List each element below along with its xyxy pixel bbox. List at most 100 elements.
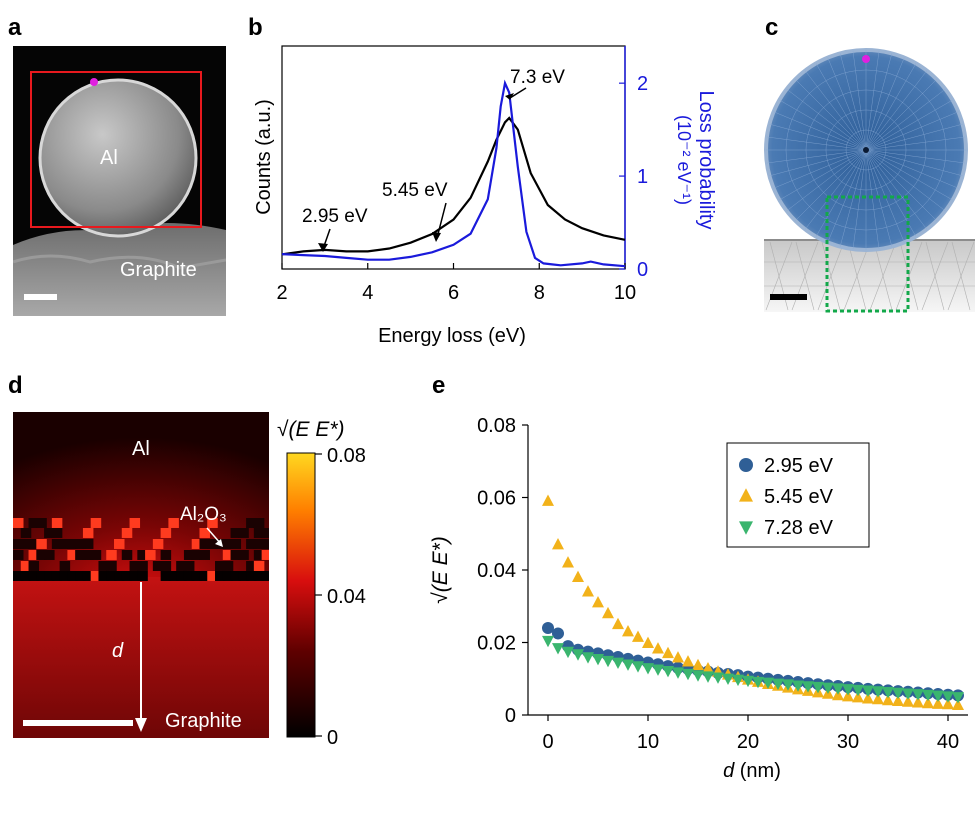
sphere-mesh-ray [766, 149, 867, 165]
y-tick-label-e: 0.04 [477, 560, 516, 582]
data-point-triangle-down [742, 675, 754, 688]
legend-items-e: 2.95 eV 5.45 eV 7.28 eV [739, 455, 834, 539]
sphere-mesh-ray [865, 54, 922, 151]
data-point-triangle-up [542, 494, 554, 506]
oxide-pixel-bright [199, 528, 210, 538]
data-point-triangle-up [872, 692, 884, 705]
oxide-pixel-bright [253, 561, 265, 571]
oxide-pixel-dark [36, 518, 47, 528]
data-point-triangle-up [562, 556, 574, 568]
oxide-pixel-dark [75, 550, 86, 560]
graphite-mesh-edge [947, 241, 975, 311]
data-point-triangle-down [862, 685, 874, 697]
colorbar-tick-label-bottom: 0 [327, 727, 338, 749]
oxide-pixel-dark [253, 518, 265, 528]
oxide-pixel-dark [253, 550, 265, 560]
oxide-pixel-bright [168, 518, 179, 528]
data-point-triangle-down [602, 655, 614, 668]
sphere-mesh-ray [865, 50, 881, 151]
peak-label-73: 7.3 eV [510, 67, 565, 88]
oxide-pixel-dark [261, 528, 269, 538]
data-point-triangle-down [872, 686, 884, 698]
sphere-mesh-ray [865, 82, 954, 151]
sphere-mesh-ray [865, 149, 954, 218]
data-point-triangle-up [612, 617, 624, 630]
oxide-pixel-dark [183, 561, 195, 571]
data-point-triangle-up [652, 642, 664, 654]
oxide-pixel-dark [246, 561, 257, 571]
legend-label-e: 5.45 eV [764, 486, 834, 508]
y-tick-label-e: 0 [505, 705, 516, 727]
al-particle [40, 80, 196, 236]
panel-c: c [764, 14, 975, 313]
sphere-mesh-ray [865, 121, 966, 151]
oxide-pixel-bright [82, 528, 94, 538]
x-axis-label-e: d (nm) [723, 760, 781, 782]
oxide-pixel-dark [67, 571, 78, 581]
data-point-triangle-down [732, 674, 744, 687]
oxide-pixel-dark [129, 571, 141, 581]
oxide-pixel-dark [199, 539, 210, 549]
data-point-triangle-down [822, 682, 834, 695]
y-axis-e: 0 0.02 0.04 0.06 0.08 [477, 415, 528, 727]
scale-bar-d [23, 720, 133, 726]
oxide-pixel-dark [59, 539, 71, 549]
oxide-pixel-dark [238, 528, 249, 538]
peak-label-295: 2.95 eV [302, 206, 368, 227]
x-tick-label-e: 40 [937, 731, 959, 753]
data-point-triangle-down [582, 652, 594, 664]
oxide-pixel-bright [261, 550, 269, 560]
data-point-triangle-down [762, 677, 774, 689]
colorbar-tick-label-mid: 0.04 [327, 586, 366, 608]
data-point-triangle-down [612, 657, 624, 670]
y-tick-label-e: 0.08 [477, 415, 516, 437]
data-point-triangle-up [862, 692, 874, 704]
oxide-pixel-dark [207, 539, 218, 549]
oxide-pixel-dark [13, 550, 24, 560]
oxide-arrowhead [215, 539, 223, 547]
sphere-mesh-ray [865, 149, 934, 238]
data-point-triangle-up [672, 651, 684, 663]
oxide-pixel-bright [67, 550, 78, 560]
oxide-pixel-dark [106, 561, 117, 571]
oxide-pixel-dark [199, 550, 210, 560]
oxide-pixel-bright [106, 550, 117, 560]
sphere-mesh-ray [788, 72, 867, 151]
oxide-pixel-bright [160, 528, 172, 538]
zoom-region-box [825, 195, 910, 313]
data-point-triangle-up [952, 698, 964, 711]
y-right-label-b-2: (10⁻² eV⁻¹) [674, 115, 694, 205]
panel-c-label: c [765, 14, 778, 41]
data-point-triangle-up [582, 585, 594, 597]
oxide-pixel-dark [168, 571, 179, 581]
oxide-pixel-dark [67, 539, 78, 549]
data-point-triangle-down [882, 687, 894, 699]
sphere-mesh-ray [810, 149, 867, 246]
oxide-pixel-dark [230, 528, 242, 538]
data-point-triangle-down [572, 649, 584, 661]
oxide-pixel-dark [238, 571, 249, 581]
oxide-pixel-dark [176, 561, 187, 571]
graphite-substrate [13, 222, 226, 316]
oxide-pixel-dark [246, 571, 257, 581]
data-point-triangle-down [722, 673, 734, 685]
y-tick-label-e: 0.02 [477, 633, 516, 655]
data-point-triangle-down [772, 678, 784, 691]
y-axis-right-b: 0 1 2 [619, 73, 648, 281]
panel-a-label: a [8, 14, 22, 41]
oxide-pixel-dark [51, 528, 63, 538]
data-point-triangle-down [782, 679, 794, 691]
sphere-mesh-ray [865, 50, 909, 151]
oxide-pixel-bright [222, 550, 234, 560]
data-point-triangle-down [932, 690, 944, 703]
y-right-tick-label-b: 0 [637, 259, 648, 281]
x-tick-label-b: 4 [362, 282, 373, 304]
oxide-pixel-dark [176, 571, 187, 581]
sphere-mesh-ring [805, 89, 927, 211]
data-point-circle [542, 622, 554, 634]
data-point-triangle-up [702, 662, 714, 674]
x-tick-label-e: 0 [542, 731, 553, 753]
sphere-mesh-ray [823, 149, 867, 250]
oxide-pixel-bright [20, 561, 32, 571]
